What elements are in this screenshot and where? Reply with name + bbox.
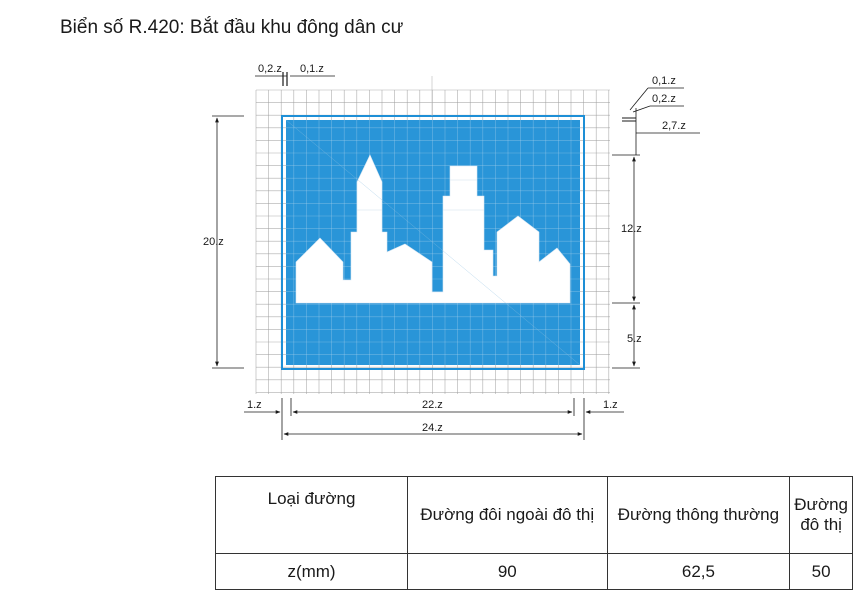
- dim-label-top-left-a: 0,2.z: [258, 63, 282, 75]
- header-normal-road: Đường thông thường: [606, 476, 791, 554]
- header-urban-road: Đường đô thị: [789, 476, 853, 554]
- dim-label-city-height: 12.z: [621, 223, 642, 235]
- dim-label-height: 20.z: [203, 236, 224, 248]
- dim-label-right-a: 0,1.z: [652, 75, 676, 87]
- city-skyline-icon: [295, 154, 571, 304]
- table-header-row: Loại đường Đường đôi ngoài đô thị Đường …: [214, 476, 853, 554]
- cell-divided-value: 90: [407, 553, 608, 590]
- diagram-title: Biển số R.420: Bắt đầu khu đông dân cư: [60, 17, 404, 38]
- table-row: z(mm) 90 62,5 50: [214, 553, 853, 590]
- dim-label-outer-width: 24.z: [422, 422, 443, 434]
- sign-outer-border: [281, 115, 585, 370]
- dim-right-small: 0,1.z 0,2.z 2,7.z: [622, 75, 700, 155]
- dim-label-inner-width: 22.z: [422, 399, 443, 411]
- size-table: Loại đường Đường đôi ngoài đô thị Đường …: [214, 476, 853, 590]
- dim-label-margin-left: 1.z: [247, 399, 262, 411]
- sign-drawing: 0,2.z 0,1.z 0,1.z 0,2.z 2,7.z 12.z 5.z 2…: [203, 63, 700, 440]
- dim-label-top-left-b: 0,1.z: [300, 63, 324, 75]
- dim-bottom: 1.z 22.z 1.z 24.z: [244, 398, 624, 440]
- header-divided-road: Đường đôi ngoài đô thị: [407, 476, 608, 554]
- cell-normal-value: 62,5: [606, 553, 791, 590]
- cell-urban-value: 50: [789, 553, 853, 590]
- dim-label-band-height: 5.z: [627, 333, 642, 345]
- dim-top-left: 0,2.z 0,1.z: [255, 63, 335, 86]
- cell-z-label: z(mm): [214, 553, 409, 590]
- dim-right-vertical: 12.z 5.z: [612, 154, 642, 369]
- dim-label-right-c: 2,7.z: [662, 120, 686, 132]
- dim-label-margin-right: 1.z: [603, 399, 618, 411]
- dim-left-vertical: 20.z: [203, 115, 244, 369]
- header-road-type: Loại đường: [214, 476, 409, 554]
- dim-label-right-b: 0,2.z: [652, 93, 676, 105]
